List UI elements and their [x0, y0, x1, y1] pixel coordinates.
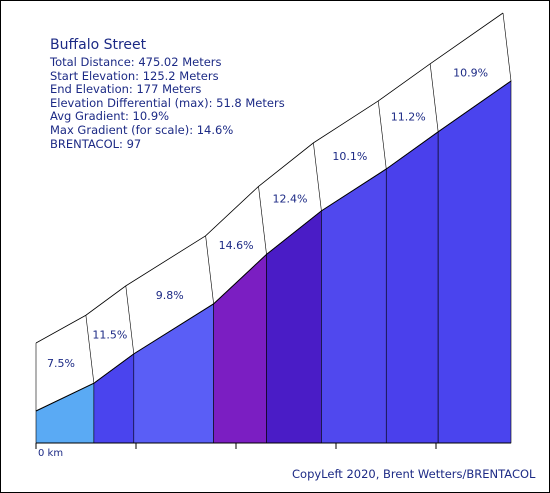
gradient-label: 9.8% — [156, 289, 184, 302]
profile-segment-4 — [213, 253, 267, 444]
info-line-end-elevation: End Elevation: 177 Meters — [50, 82, 202, 97]
gradient-band-separator — [502, 12, 512, 82]
gradient-band-separator — [125, 285, 135, 354]
gradient-band-separator — [313, 142, 322, 211]
gradient-label: 11.2% — [391, 110, 426, 123]
credit-text: CopyLeft 2020, Brent Wetters/BRENTACOL — [292, 467, 536, 481]
gradient-band-separator — [429, 63, 439, 132]
gradient-band-separator — [377, 100, 387, 170]
gradient-band-separator — [205, 235, 214, 304]
gradient-band-separator — [85, 315, 95, 384]
gradient-label: 12.4% — [272, 193, 307, 206]
gradient-label: 11.5% — [92, 329, 127, 342]
gradient-band-separator — [258, 186, 267, 255]
info-line-total-distance: Total Distance: 475.02 Meters — [50, 55, 222, 69]
info-panel: Buffalo Street Total Distance: 475.02 Me… — [50, 37, 285, 151]
gradient-label: 10.9% — [453, 66, 488, 79]
profile-segment-7 — [385, 131, 439, 444]
info-line-elevation-differential: Elevation Differential (max): 51.8 Meter… — [50, 95, 285, 110]
gradient-label: 14.6% — [219, 239, 254, 252]
profile-segment-6 — [321, 168, 387, 444]
gradient-label: 7.5% — [47, 357, 75, 370]
info-line-max-gradient: Max Gradient (for scale): 14.6% — [50, 122, 234, 137]
gradient-label: 10.1% — [332, 150, 367, 163]
x-start-label: 0 km — [38, 448, 64, 459]
profile-segment-8 — [437, 80, 512, 444]
chart-title: Buffalo Street — [50, 37, 147, 53]
info-line-brentacol: BRENTACOL: 97 — [50, 136, 142, 151]
profile-segment-3 — [133, 303, 214, 444]
profile-segment-5 — [266, 210, 322, 444]
profile-segment-2 — [93, 353, 135, 444]
profile-segment-1 — [35, 382, 95, 444]
info-line-avg-gradient: Avg Gradient: 10.9% — [50, 109, 170, 124]
info-line-start-elevation: Start Elevation: 125.2 Meters — [50, 68, 219, 83]
